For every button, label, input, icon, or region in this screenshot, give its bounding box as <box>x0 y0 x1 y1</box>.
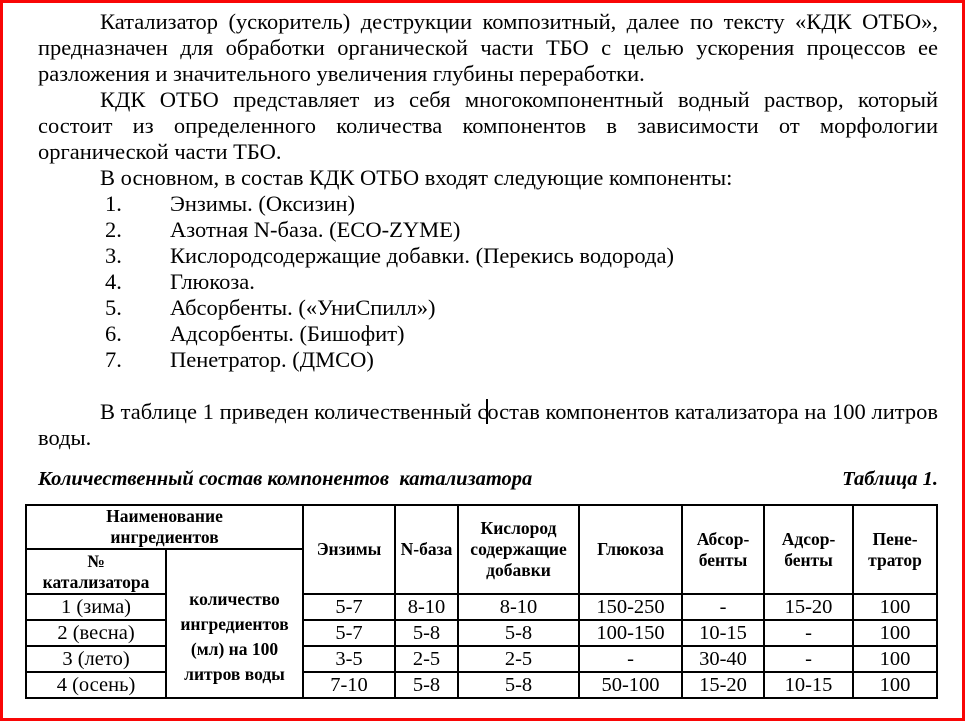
column-header-absorbents[interactable]: Абсор- бенты <box>681 504 766 595</box>
list-text: Абсорбенты. («УниСпилл») <box>170 295 436 320</box>
header-amount-per-100l[interactable]: количество ингредиентов (мл) на 100 литр… <box>164 548 305 699</box>
cell-value[interactable]: 3-5 <box>302 645 397 673</box>
list-text: Энзимы. (Оксизин) <box>170 191 356 216</box>
cell-value[interactable]: 15-20 <box>681 671 766 699</box>
paragraph-intro[interactable]: Катализатор (ускоритель) деструкции комп… <box>38 9 938 86</box>
cell-value[interactable]: 100 <box>852 619 939 647</box>
cell-value[interactable]: 10-15 <box>763 671 855 699</box>
cell-value[interactable]: 2-5 <box>457 645 581 673</box>
text-before-caret: В таблице 1 приведен количественный с <box>100 399 488 424</box>
column-header-adsorbents[interactable]: Адсор- бенты <box>763 504 855 595</box>
table-caption-label[interactable]: Таблица 1. <box>842 468 938 490</box>
cell-value[interactable]: - <box>763 619 855 647</box>
cell-value[interactable]: 7-10 <box>302 671 397 699</box>
list-number: 3. <box>105 243 122 268</box>
list-text: Адсорбенты. (Бишофит) <box>170 321 405 346</box>
cell-value[interactable]: 100-150 <box>578 619 684 647</box>
header-catalyst-number[interactable]: № катализатора <box>25 548 167 595</box>
list-text: Пенетратор. (ДМСО) <box>170 347 374 372</box>
table-row: 3 (лето) 3-5 2-5 2-5 - 30-40 - 100 <box>25 645 939 673</box>
column-header-oxygen-additives[interactable]: Кислород содержащие добавки <box>457 504 581 595</box>
cell-value[interactable]: 100 <box>852 645 939 673</box>
cell-value[interactable]: 5-7 <box>302 619 397 647</box>
list-number: 5. <box>105 295 122 320</box>
list-text: Азотная N-база. (ECO-ZYME) <box>170 217 461 242</box>
cell-value[interactable]: 5-8 <box>394 671 460 699</box>
paragraph-table-reference[interactable]: В таблице 1 приведен количественный сост… <box>38 399 938 451</box>
text-cursor <box>486 399 489 424</box>
table-row: 4 (осень) 7-10 5-8 5-8 50-100 15-20 10-1… <box>25 671 939 699</box>
list-number: 7. <box>105 347 122 372</box>
list-item-oxygen-additives[interactable]: 3. Кислородсодержащие добавки. (Перекись … <box>38 243 938 269</box>
row-label-autumn[interactable]: 4 (осень) <box>25 671 167 699</box>
list-text: Глюкоза. <box>170 269 255 294</box>
cell-value[interactable]: 8-10 <box>394 593 460 621</box>
list-number: 6. <box>105 321 122 346</box>
list-item-glucose[interactable]: 4. Глюкоза. <box>38 269 938 295</box>
cell-value[interactable]: 5-8 <box>457 619 581 647</box>
column-header-n-base[interactable]: N-база <box>394 504 460 595</box>
text-after-caret: остав компонентов катализатора на 100 ли… <box>38 399 938 450</box>
list-number: 1. <box>105 191 122 216</box>
header-ingredients-name[interactable]: Наименование ингредиентов <box>24 504 305 550</box>
column-header-enzymes[interactable]: Энзимы <box>302 504 397 595</box>
row-label-spring[interactable]: 2 (весна) <box>25 619 167 647</box>
paragraph-solution[interactable]: КДК ОТБО представляет из себя многокомпо… <box>38 87 938 164</box>
column-header-glucose[interactable]: Глюкоза <box>578 504 684 595</box>
cell-value[interactable]: 5-8 <box>457 671 581 699</box>
cell-value[interactable]: 10-15 <box>681 619 766 647</box>
table-row: 1 (зима) 5-7 8-10 8-10 150-250 - 15-20 1… <box>25 593 939 621</box>
cell-value[interactable]: 100 <box>852 671 939 699</box>
list-item-n-base[interactable]: 2. Азотная N-база. (ECO-ZYME) <box>38 217 938 243</box>
row-label-summer[interactable]: 3 (лето) <box>25 645 167 673</box>
cell-value[interactable]: - <box>763 645 855 673</box>
paragraph-components-lead[interactable]: В основном, в состав КДК ОТБО входят сле… <box>100 165 733 190</box>
cell-value[interactable]: 2-5 <box>394 645 460 673</box>
table-row: 2 (весна) 5-7 5-8 5-8 100-150 10-15 - 10… <box>25 619 939 647</box>
cell-value[interactable]: 15-20 <box>763 593 855 621</box>
table-caption: Количественный состав компонентов катали… <box>38 468 938 491</box>
row-label-winter[interactable]: 1 (зима) <box>25 593 167 621</box>
list-item-adsorbents[interactable]: 6. Адсорбенты. (Бишофит) <box>38 321 938 347</box>
list-number: 2. <box>105 217 122 242</box>
list-text: Кислородсодержащие добавки. (Перекись во… <box>170 243 674 268</box>
cell-value[interactable]: - <box>681 593 766 621</box>
list-item-penetrator[interactable]: 7. Пенетратор. (ДМСО) <box>38 347 938 373</box>
column-header-penetrator[interactable]: Пене- тратор <box>852 504 939 595</box>
cell-value[interactable]: 30-40 <box>681 645 766 673</box>
catalyst-composition-table: Наименование ингредиентов Энзимы N-база … <box>24 504 939 699</box>
cell-value[interactable]: 50-100 <box>578 671 684 699</box>
document-page: Катализатор (ускоритель) деструкции комп… <box>24 9 939 699</box>
list-item-absorbents[interactable]: 5. Абсорбенты. («УниСпилл») <box>38 295 938 321</box>
list-number: 4. <box>105 269 122 294</box>
cell-value[interactable]: 5-7 <box>302 593 397 621</box>
cell-value[interactable]: 5-8 <box>394 619 460 647</box>
table-caption-title[interactable]: Количественный состав компонентов катали… <box>38 468 533 490</box>
cell-value[interactable]: - <box>578 645 684 673</box>
cell-value[interactable]: 150-250 <box>578 593 684 621</box>
cell-value[interactable]: 8-10 <box>457 593 581 621</box>
list-item-enzymes[interactable]: 1. Энзимы. (Оксизин) <box>38 191 938 217</box>
components-list: 1. Энзимы. (Оксизин) 2. Азотная N-база. (E… <box>38 191 938 373</box>
cell-value[interactable]: 100 <box>852 593 939 621</box>
